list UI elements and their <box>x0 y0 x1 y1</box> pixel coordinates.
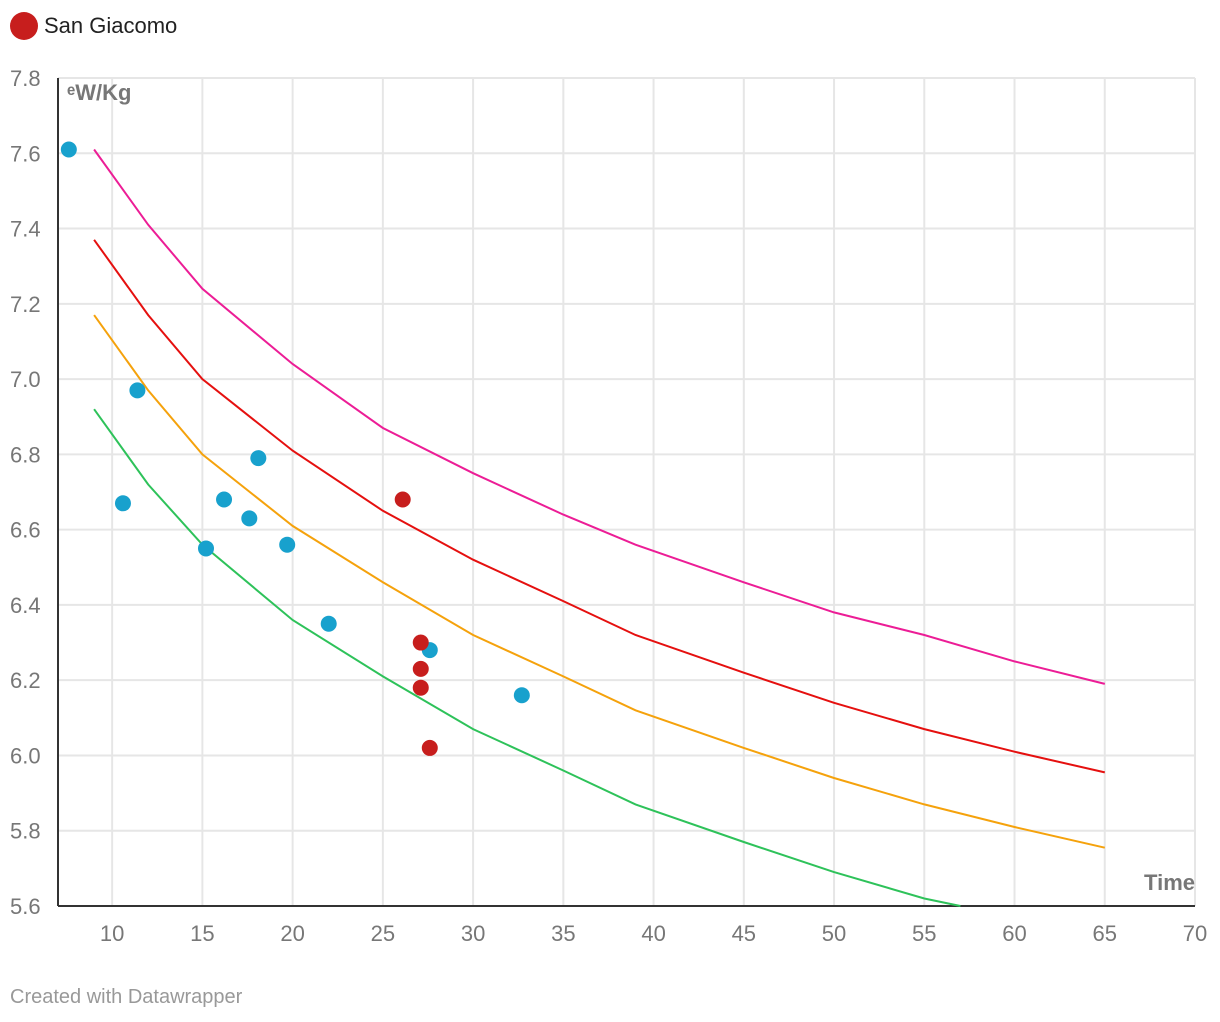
y-tick-label: 6.4 <box>10 593 41 618</box>
y-tick-label: 6.0 <box>10 743 41 768</box>
san-giacomo-point <box>412 660 429 677</box>
footer-credit: Created with Datawrapper <box>10 986 243 1008</box>
x-tick-label: 25 <box>371 921 395 946</box>
x-tick-label: 70 <box>1183 921 1207 946</box>
san-giacomo-point <box>412 679 429 696</box>
y-tick-label: 7.2 <box>10 292 41 317</box>
x-tick-label: 60 <box>1002 921 1026 946</box>
x-tick-label: 20 <box>280 921 304 946</box>
x-tick-label: 35 <box>551 921 575 946</box>
climb-point <box>197 540 214 557</box>
curve-pink <box>93 148 1106 685</box>
x-tick-label: 50 <box>822 921 846 946</box>
san-giacomo-point <box>394 491 411 508</box>
x-tick-label: 45 <box>732 921 756 946</box>
x-tick-label: 55 <box>912 921 936 946</box>
y-tick-label: 7.6 <box>10 141 41 166</box>
x-axis-title: Time <box>1144 870 1195 895</box>
legend-label: San Giacomo <box>44 13 178 38</box>
x-tick-label: 15 <box>190 921 214 946</box>
x-tick-label: 10 <box>100 921 124 946</box>
y-tick-label: 5.8 <box>10 819 41 844</box>
curve-red <box>93 239 1106 774</box>
curve-green <box>93 408 961 907</box>
y-tick-label: 7.8 <box>10 66 41 91</box>
y-tick-label: 5.6 <box>10 894 41 919</box>
y-tick-label: 6.6 <box>10 518 41 543</box>
climb-point <box>513 687 530 704</box>
legend: San Giacomo <box>10 12 177 40</box>
x-tick-label: 65 <box>1093 921 1117 946</box>
curve-orange <box>93 314 1106 849</box>
y-tick-label: 7.4 <box>10 217 41 242</box>
legend-swatch <box>10 12 38 40</box>
san-giacomo-point <box>421 739 438 756</box>
climb-point <box>114 495 131 512</box>
y-tick-label: 6.2 <box>10 668 41 693</box>
y-tick-label: 6.8 <box>10 442 41 467</box>
y-axis-title: ᵉW/Kg <box>67 80 131 105</box>
climb-point <box>250 450 267 467</box>
climb-point <box>241 510 258 527</box>
climb-point <box>129 382 146 399</box>
y-tick-label: 7.0 <box>10 367 41 392</box>
climb-point <box>60 141 77 158</box>
climb-point <box>216 491 233 508</box>
climb-point <box>279 536 296 553</box>
san-giacomo-point <box>412 634 429 651</box>
x-tick-label: 40 <box>641 921 665 946</box>
x-tick-label: 30 <box>461 921 485 946</box>
climb-point <box>320 615 337 632</box>
